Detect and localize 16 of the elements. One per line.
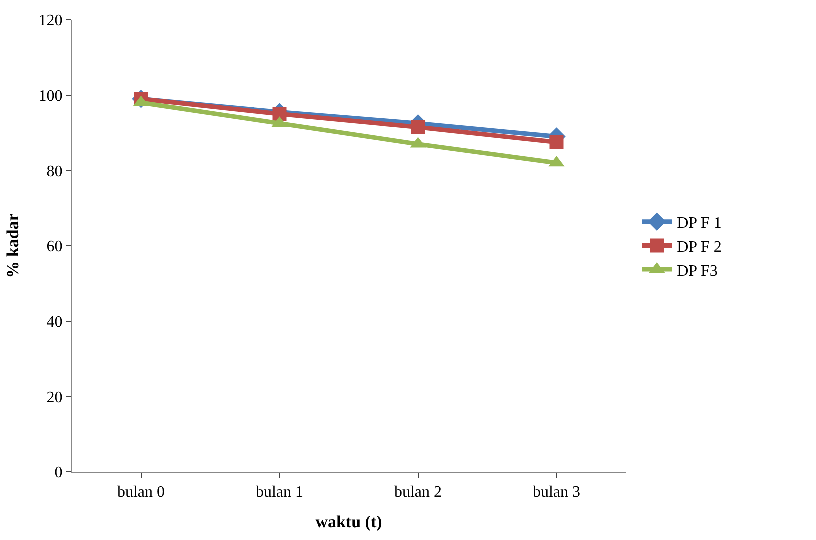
legend-label: DP F3 [677, 262, 718, 280]
y-tick-label: 60 [46, 238, 63, 256]
legend-label: DP F 2 [677, 238, 722, 256]
y-tick-label: 120 [38, 12, 63, 30]
y-axis-title: % kadar [3, 213, 22, 278]
x-axis-title: waktu (t) [316, 512, 382, 532]
legend-label: DP F 1 [677, 215, 722, 232]
y-tick-label: 0 [54, 464, 63, 482]
y-tick-label: 20 [46, 389, 63, 406]
y-tick-label: 40 [46, 314, 63, 331]
x-tick-label: bulan 0 [117, 484, 166, 502]
x-tick-label: bulan 2 [394, 484, 442, 502]
x-tick-label: bulan 3 [532, 484, 581, 502]
y-tick-label: 80 [46, 163, 63, 180]
y-tick-label: 100 [38, 88, 63, 105]
x-tick-label: bulan 1 [256, 484, 304, 502]
